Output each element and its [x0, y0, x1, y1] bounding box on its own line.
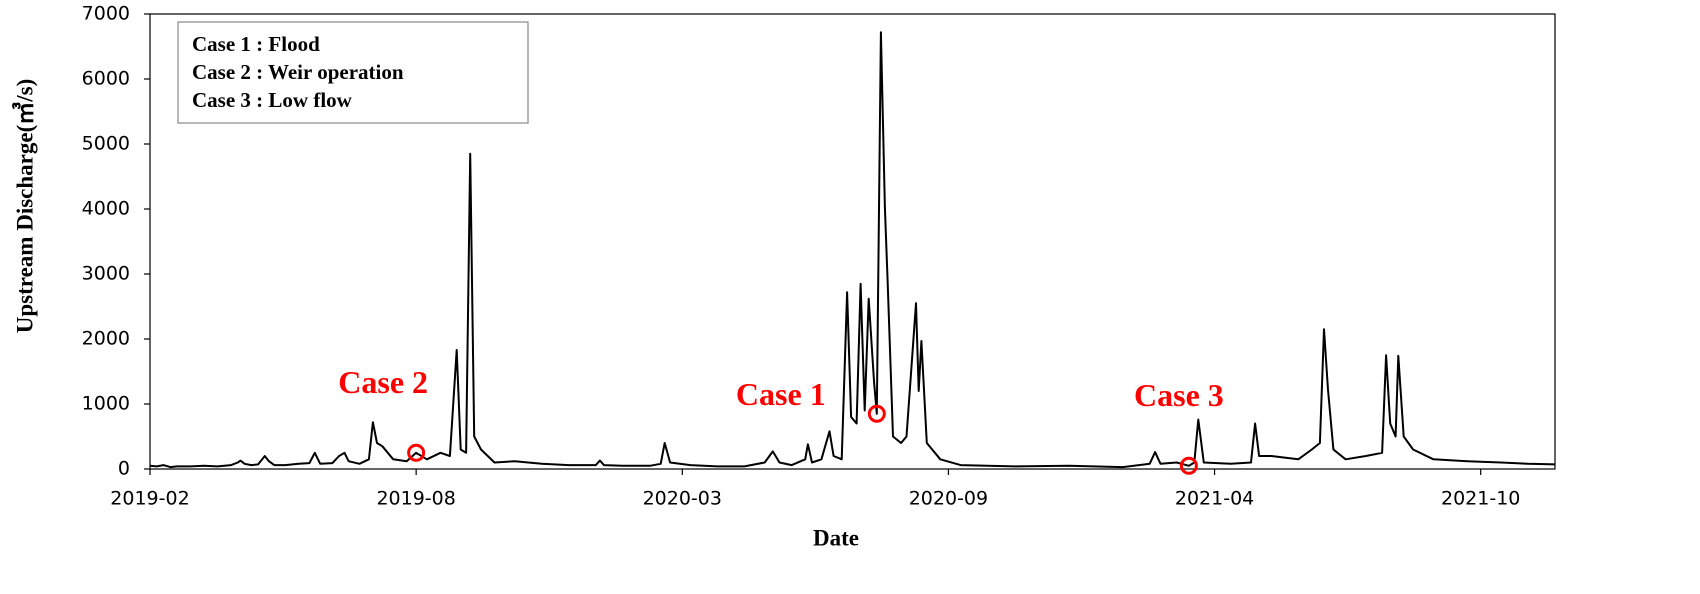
y-tick-label: 1000: [82, 393, 130, 415]
legend-box: [177, 21, 529, 124]
x-tick-label: 2020-09: [909, 488, 988, 510]
legend-entry: Case 3 : Low flow: [192, 88, 353, 112]
legend-entry: Case 1 : Flood: [192, 32, 320, 56]
x-tick-label: 2020-03: [643, 488, 722, 510]
annotation: Case 3: [1134, 377, 1224, 413]
data-line: [149, 31, 1556, 469]
y-tick-label: 0: [118, 458, 130, 480]
case-marker: [407, 443, 426, 462]
case-marker: [1179, 456, 1198, 475]
annotation: Case 1: [736, 376, 826, 412]
annotation: Case 2: [338, 364, 428, 400]
y-axis-title: Upstream Discharge(㎥/s): [11, 79, 37, 333]
y-tick-label: 7000: [82, 3, 130, 25]
y-tick-label: 4000: [82, 198, 130, 220]
legend-entry: Case 2 : Weir operation: [192, 60, 404, 84]
y-tick-label: 3000: [82, 263, 130, 285]
x-tick-label: 2019-08: [376, 488, 455, 510]
y-tick-label: 6000: [82, 68, 130, 90]
case-marker: [867, 404, 886, 423]
x-tick-label: 2021-10: [1441, 488, 1520, 510]
x-tick-label: 2021-04: [1175, 488, 1254, 510]
x-tick-label: 2019-02: [110, 488, 189, 510]
y-tick-label: 2000: [82, 328, 130, 350]
y-tick-label: 5000: [82, 133, 130, 155]
plot-frame: [149, 13, 1556, 470]
x-axis-title: Date: [813, 525, 859, 550]
